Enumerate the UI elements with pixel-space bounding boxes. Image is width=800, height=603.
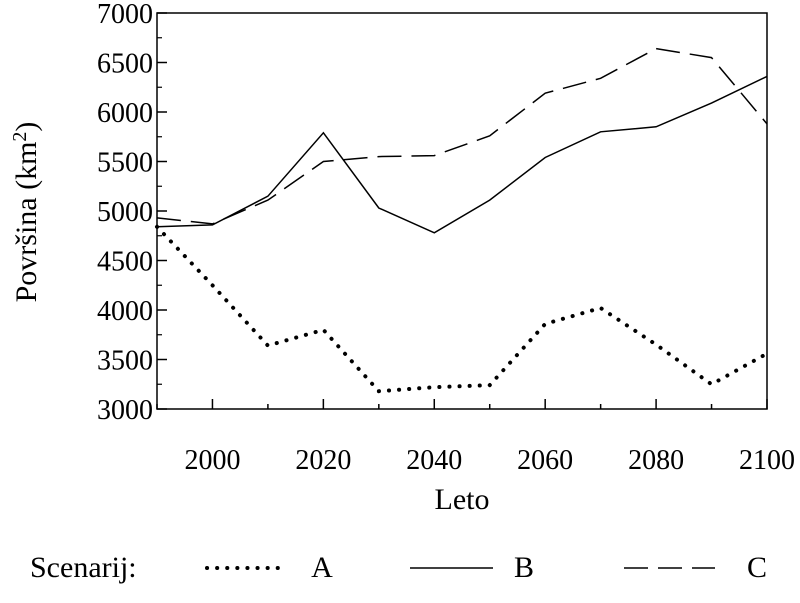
legend-label-b: B — [514, 551, 534, 584]
y-tick-label: 6000 — [97, 98, 153, 129]
x-tick-label: 2020 — [295, 445, 351, 476]
y-tick-label: 3500 — [97, 346, 153, 377]
y-axis-label-main: Površina (km — [10, 142, 43, 303]
legend-title: Scenarij: — [30, 551, 137, 584]
x-tick-label: 2100 — [739, 445, 795, 476]
x-tick-label: 2060 — [517, 445, 573, 476]
series-line-a — [155, 224, 769, 394]
x-tick-label: 2080 — [628, 445, 684, 476]
y-tick-label: 7000 — [97, 0, 153, 30]
legend-label-a: A — [311, 551, 333, 584]
series-line-b — [156, 75, 768, 234]
series-layer — [155, 47, 769, 394]
y-axis-label-close: ) — [10, 122, 43, 132]
y-axis-label-superscript: 2 — [9, 132, 31, 142]
y-tick-label: 4500 — [97, 247, 153, 278]
y-tick-label: 3000 — [97, 395, 153, 426]
y-tick-label: 5000 — [97, 197, 153, 228]
x-axis-label: Leto — [435, 483, 490, 516]
axes: 3000 3500 4000 4500 5000 5500 6000 6500 7000 2000… — [97, 0, 795, 476]
series-line-c — [156, 47, 768, 225]
y-tick-label: 6500 — [97, 49, 153, 80]
plot-frame — [156, 12, 768, 410]
y-tick-label: 5500 — [97, 148, 153, 179]
x-tick-label: 2040 — [406, 445, 462, 476]
y-tick-label: 4000 — [97, 296, 153, 327]
legend: Scenarij: A B C — [30, 551, 767, 584]
y-axis-label: Površina (km2) — [9, 122, 43, 303]
legend-label-c: C — [747, 551, 767, 584]
x-tick-label: 2000 — [184, 445, 240, 476]
